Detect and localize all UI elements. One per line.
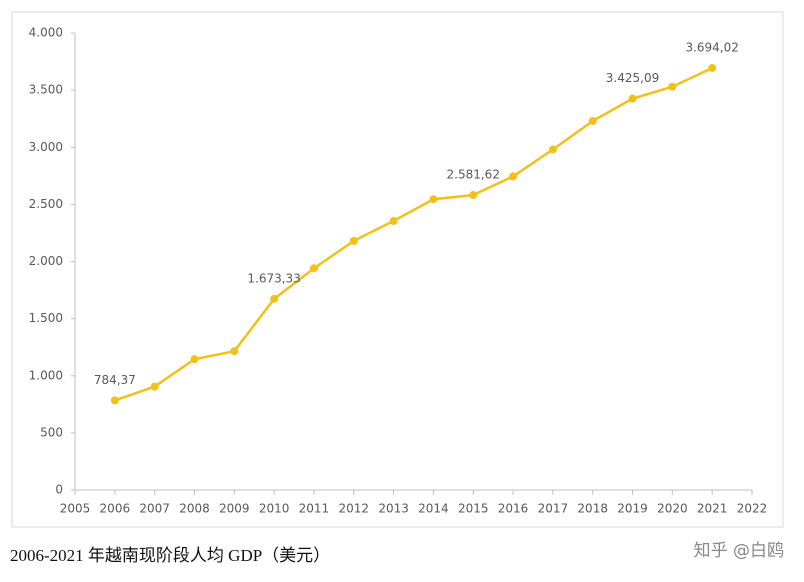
x-tick-label: 2021: [697, 502, 728, 516]
x-tick-label: 2019: [617, 502, 648, 516]
x-tick-label: 2008: [179, 502, 210, 516]
data-line: [114, 66, 713, 402]
data-label: 3.425,09: [606, 71, 659, 85]
y-tick-label: 1.000: [29, 368, 63, 382]
data-point: [548, 145, 557, 154]
x-tick-label: 2014: [418, 502, 449, 516]
x-tick-label: 2010: [259, 502, 290, 516]
y-tick-label: 3.500: [29, 83, 63, 97]
x-tick-label: 2013: [378, 502, 409, 516]
x-tick-label: 2005: [60, 502, 91, 516]
data-point: [150, 382, 159, 391]
x-tick-label: 2012: [338, 502, 369, 516]
y-tick-label: 500: [40, 425, 63, 439]
x-tick-label: 2022: [737, 502, 768, 516]
y-tick-label: 2.000: [29, 254, 63, 268]
data-point: [588, 116, 597, 125]
x-tick-label: 2006: [100, 502, 131, 516]
data-point: [190, 355, 199, 364]
data-label: 784,37: [94, 373, 136, 387]
y-tick-label: 1.500: [29, 311, 63, 325]
x-tick-label: 2015: [458, 502, 489, 516]
data-point: [110, 396, 119, 405]
chart-frame: [11, 11, 784, 528]
data-point: [429, 195, 438, 204]
x-tick-label: 2007: [139, 502, 170, 516]
x-tick-label: 2009: [219, 502, 250, 516]
data-point: [309, 264, 318, 273]
data-label: 3.694,02: [685, 40, 738, 54]
data-point: [230, 347, 239, 356]
data-point: [270, 294, 279, 303]
y-tick-label: 2.500: [29, 197, 63, 211]
x-tick-label: 2017: [538, 502, 569, 516]
data-point: [389, 216, 398, 225]
x-tick-label: 2011: [299, 502, 330, 516]
watermark: 知乎 @白鸥: [694, 541, 784, 561]
y-tick-label: 3.000: [29, 140, 63, 154]
data-label: 2.581,62: [447, 168, 500, 182]
data-point: [668, 82, 677, 91]
x-tick-label: 2018: [577, 502, 608, 516]
y-tick-label: 4.000: [29, 26, 63, 40]
data-point: [469, 191, 478, 200]
data-point: [349, 236, 358, 245]
data-point: [509, 172, 518, 181]
data-label: 1.673,33: [247, 271, 300, 285]
data-point: [708, 63, 717, 72]
data-point: [628, 94, 637, 103]
caption: 2006-2021 年越南现阶段人均 GDP（美元）: [10, 546, 330, 565]
x-tick-label: 2020: [657, 502, 688, 516]
y-tick-label: 0: [55, 483, 63, 497]
x-tick-label: 2016: [498, 502, 529, 516]
